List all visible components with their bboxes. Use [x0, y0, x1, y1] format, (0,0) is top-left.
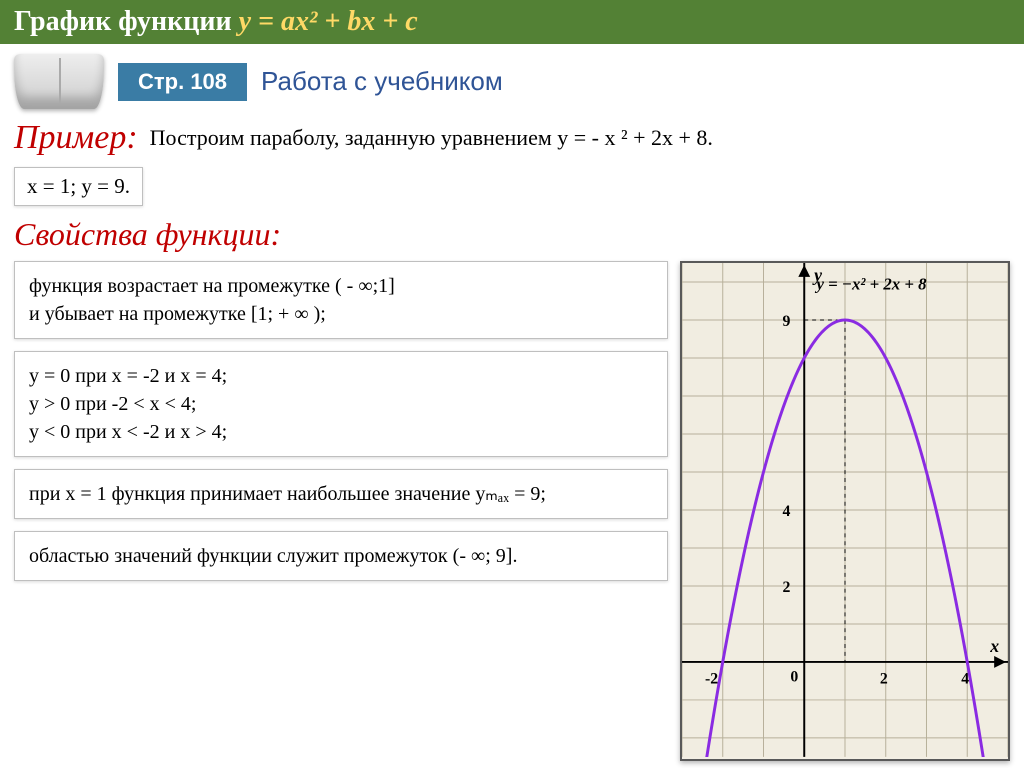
header-title: График функции — [14, 6, 232, 37]
properties-label: Свойства функции: — [14, 216, 1010, 253]
slide-header: График функции y = ax² + bx + c — [0, 0, 1024, 44]
svg-text:4: 4 — [783, 503, 791, 520]
svg-text:2: 2 — [783, 579, 791, 596]
graph-panel: -2024249xyy = −x² + 2x + 8 — [680, 261, 1010, 761]
property-box-3: при x = 1 функция принимает наибольшее з… — [14, 469, 668, 519]
page-badge: Стр. 108 — [118, 63, 247, 101]
property-box-4: областью значений функции служит промежу… — [14, 531, 668, 581]
vertex-box: x = 1; y = 9. — [14, 167, 143, 206]
header-formula: y = ax² + bx + c — [239, 6, 418, 37]
subheader-row: Стр. 108 Работа с учебником — [0, 44, 1024, 115]
svg-text:y = −x² + 2x + 8: y = −x² + 2x + 8 — [814, 275, 927, 294]
parabola-graph: -2024249xyy = −x² + 2x + 8 — [682, 263, 1008, 757]
example-text: Построим параболу, заданную уравнением y… — [150, 119, 713, 151]
example-label: Пример: — [14, 119, 138, 157]
subtitle: Работа с учебником — [261, 66, 503, 97]
svg-text:0: 0 — [790, 669, 798, 686]
properties-column: функция возрастает на промежутке ( - ∞;1… — [14, 261, 668, 761]
svg-text:-2: -2 — [705, 671, 718, 688]
property-box-1: функция возрастает на промежутке ( - ∞;1… — [14, 261, 668, 339]
svg-text:x: x — [989, 636, 999, 656]
property-box-2: y = 0 при x = -2 и x = 4;y > 0 при -2 < … — [14, 351, 668, 457]
example-row: Пример: Построим параболу, заданную урав… — [0, 115, 1024, 161]
svg-text:2: 2 — [880, 671, 888, 688]
book-icon — [14, 54, 104, 109]
content-row: функция возрастает на промежутке ( - ∞;1… — [0, 261, 1024, 761]
svg-text:9: 9 — [783, 313, 791, 330]
